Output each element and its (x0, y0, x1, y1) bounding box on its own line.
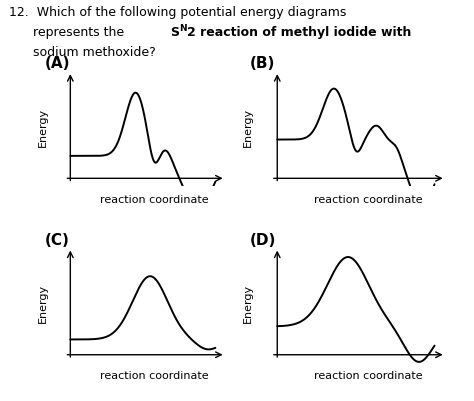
Text: Energy: Energy (243, 284, 253, 323)
Text: N: N (179, 24, 187, 33)
Text: Energy: Energy (38, 284, 48, 323)
Text: (D): (D) (249, 233, 276, 248)
Text: (A): (A) (45, 56, 70, 71)
Text: reaction coordinate: reaction coordinate (314, 195, 422, 205)
Text: 12.  Which of the following potential energy diagrams: 12. Which of the following potential ene… (9, 6, 347, 19)
Text: S: S (170, 26, 179, 39)
Text: represents the: represents the (9, 26, 128, 39)
Text: Energy: Energy (243, 108, 253, 147)
Text: Energy: Energy (38, 108, 48, 147)
Text: reaction coordinate: reaction coordinate (100, 371, 209, 381)
Text: reaction coordinate: reaction coordinate (314, 371, 422, 381)
Text: 2 reaction of methyl iodide with: 2 reaction of methyl iodide with (187, 26, 411, 39)
Text: (C): (C) (45, 233, 70, 248)
Text: (B): (B) (249, 56, 275, 71)
Text: reaction coordinate: reaction coordinate (100, 195, 209, 205)
Text: sodium methoxide?: sodium methoxide? (9, 46, 156, 59)
